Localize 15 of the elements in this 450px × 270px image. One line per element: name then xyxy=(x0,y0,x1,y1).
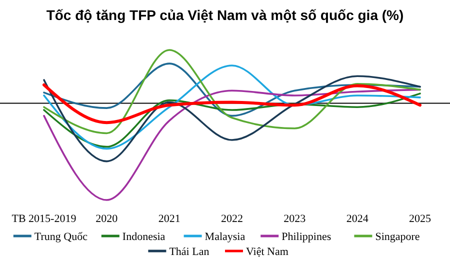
x-tick-label: 2020 xyxy=(96,213,118,225)
x-tick-label: 2022 xyxy=(221,213,243,225)
x-tick-label: 2021 xyxy=(158,213,180,225)
x-tick-label: 2025 xyxy=(409,213,432,225)
legend-label: Philippines xyxy=(282,231,332,243)
x-tick-label: 2024 xyxy=(346,213,369,225)
legend-label: Indonesia xyxy=(122,231,166,243)
chart-title: Tốc độ tăng TFP của Việt Nam và một số quốc gia (%) xyxy=(46,7,404,23)
legend-label: Trung Quốc xyxy=(34,231,88,243)
legend-label: Singapore xyxy=(375,231,420,243)
legend-label: Thái Lan xyxy=(169,246,210,258)
x-tick-label: TB 2015-2019 xyxy=(12,213,77,225)
x-tick-label: 2023 xyxy=(284,213,306,225)
legend-label: Malaysia xyxy=(204,231,246,243)
legend-label: Việt Nam xyxy=(246,246,289,258)
